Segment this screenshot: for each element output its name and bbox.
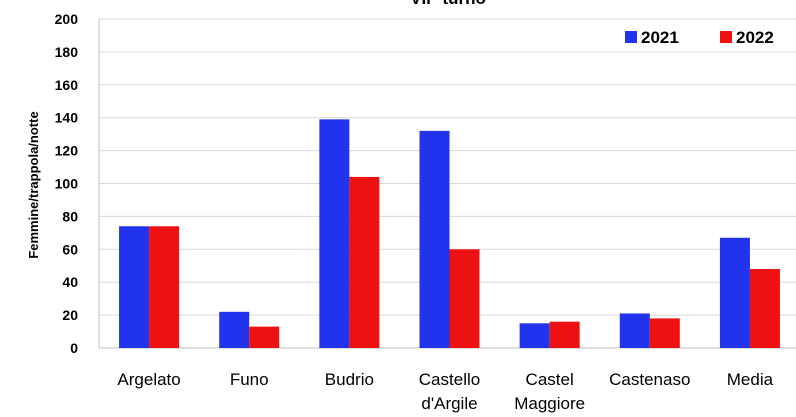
y-tick-label: 60 <box>62 241 78 257</box>
bar-2021 <box>119 226 150 348</box>
y-tick-label: 80 <box>62 208 78 224</box>
chart-title: VII° turno <box>410 0 486 8</box>
y-tick-label: 160 <box>55 77 79 93</box>
y-tick-label: 200 <box>55 11 79 27</box>
legend-swatch-2021 <box>625 31 637 43</box>
legend-label-2021: 2021 <box>641 28 679 47</box>
x-tick-label: Media <box>727 370 774 389</box>
bar-2021 <box>419 130 450 348</box>
y-tick-label: 20 <box>62 307 78 323</box>
x-tick-label: Argelato <box>117 370 180 389</box>
legend: 2021 2022 <box>625 28 774 47</box>
x-tick-label: Maggiore <box>514 394 585 413</box>
bar-2021 <box>619 313 650 348</box>
bar-2022 <box>549 321 580 348</box>
y-tick-label: 180 <box>55 44 79 60</box>
legend-label-2022: 2022 <box>736 28 774 47</box>
bars <box>119 119 780 348</box>
bar-2022 <box>649 318 680 348</box>
y-axis-label: Femmine/trappola/notte <box>26 111 41 258</box>
bar-2021 <box>519 323 550 348</box>
x-tick-label: Castenaso <box>609 370 690 389</box>
bar-2022 <box>449 249 480 348</box>
y-tick-label: 140 <box>55 110 79 126</box>
bar-2021 <box>719 237 750 348</box>
y-tick-label: 120 <box>55 143 79 159</box>
y-tick-label: 40 <box>62 274 78 290</box>
y-tick-labels: 0 20 40 60 80 100 120 140 160 180 200 <box>55 11 79 356</box>
bar-2021 <box>219 311 250 348</box>
legend-swatch-2022 <box>720 31 732 43</box>
y-tick-label: 100 <box>55 176 79 192</box>
x-tick-label: d'Argile <box>421 394 477 413</box>
bar-2022 <box>149 226 180 348</box>
x-tick-label: Castel <box>526 370 574 389</box>
bar-2022 <box>349 176 380 348</box>
x-tick-label: Funo <box>230 370 269 389</box>
bar-2021 <box>319 119 350 348</box>
x-tick-label: Castello <box>419 370 480 389</box>
y-tick-label: 0 <box>70 340 78 356</box>
x-tick-label: Budrio <box>325 370 374 389</box>
bar-2022 <box>249 326 280 348</box>
bar-2022 <box>749 269 780 348</box>
x-tick-labels: Argelato Funo Budrio Castello d'Argile Castel… <box>117 370 773 413</box>
